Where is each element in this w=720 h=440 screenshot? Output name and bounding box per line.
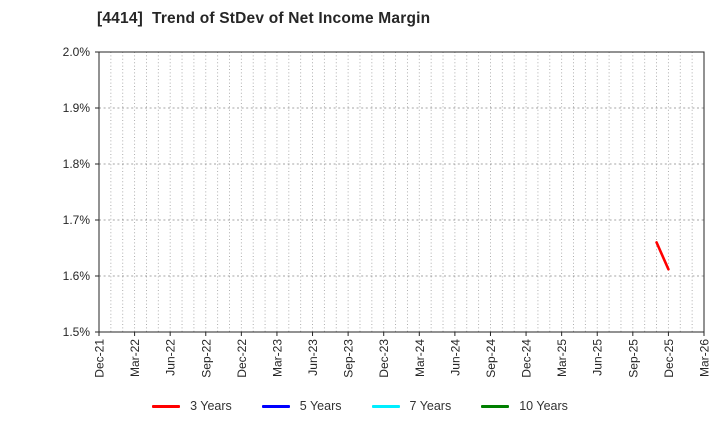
legend-item-7-years: 7 Years <box>371 399 452 413</box>
x-tick-label: Sep-23 <box>342 339 356 378</box>
axes <box>95 51 705 336</box>
y-tick-labels: 2.0% 1.9% 1.8% 1.7% 1.6% 1.5% <box>63 45 91 339</box>
x-tick-label: Jun-22 <box>164 339 178 376</box>
x-tick-label: Sep-25 <box>626 339 640 378</box>
y-tick-label: 1.8% <box>63 157 91 171</box>
legend-item-10-years: 10 Years <box>481 400 568 413</box>
x-tick-label: Jun-25 <box>591 339 605 376</box>
x-tick-label: Jun-24 <box>448 339 462 376</box>
x-tick-label: Dec-22 <box>235 339 249 378</box>
legend-item-3-years: 3 Years <box>152 400 232 413</box>
x-tick-label: Jun-23 <box>306 339 320 376</box>
x-tick-label: Dec-23 <box>377 339 391 378</box>
x-tick-label: Sep-24 <box>484 339 498 378</box>
x-tick-label: Dec-21 <box>93 339 107 378</box>
x-tick-label: Dec-24 <box>520 339 534 378</box>
legend-swatch-10-years <box>481 404 510 408</box>
y-tick-label: 1.5% <box>63 325 91 339</box>
gridlines <box>99 52 704 332</box>
x-tick-labels: Dec-21 Mar-22 Jun-22 Sep-22 Dec-22 Mar-23 Jun-… <box>93 339 712 378</box>
series-lines <box>655 241 670 271</box>
legend-swatch-5-years <box>261 404 290 408</box>
x-tick-label: Sep-22 <box>199 339 213 378</box>
legend-swatch-7-years <box>371 404 400 408</box>
y-tick-label: 2.0% <box>63 45 91 59</box>
x-tick-label: Mar-23 <box>270 339 284 377</box>
x-tick-label: Mar-22 <box>128 339 142 377</box>
legend-label-10-years: 10 Years <box>519 399 568 413</box>
x-tick-label: Dec-25 <box>662 339 676 378</box>
y-tick-label: 1.7% <box>63 213 91 227</box>
legend-label-5-years: 5 Years <box>299 399 342 413</box>
x-tick-label: Mar-24 <box>413 339 427 377</box>
plot-border <box>98 51 705 333</box>
y-tick-label: 1.9% <box>63 101 91 115</box>
chart-title: [4414] Trend of StDev of Net Income Marg… <box>97 10 431 27</box>
x-tick-label: Mar-25 <box>555 339 569 377</box>
series-line-3-years <box>655 241 670 271</box>
legend-label-3-years: 3 Years <box>190 399 232 413</box>
legend-label-7-years: 7 Years <box>409 399 452 413</box>
legend: 3 Years 5 Years 7 Years 10 Years <box>0 400 720 413</box>
legend-item-5-years: 5 Years <box>261 399 342 413</box>
y-tick-label: 1.6% <box>63 269 91 283</box>
legend-swatch-3-years <box>152 404 181 408</box>
x-tick-label: Mar-26 <box>698 339 712 377</box>
